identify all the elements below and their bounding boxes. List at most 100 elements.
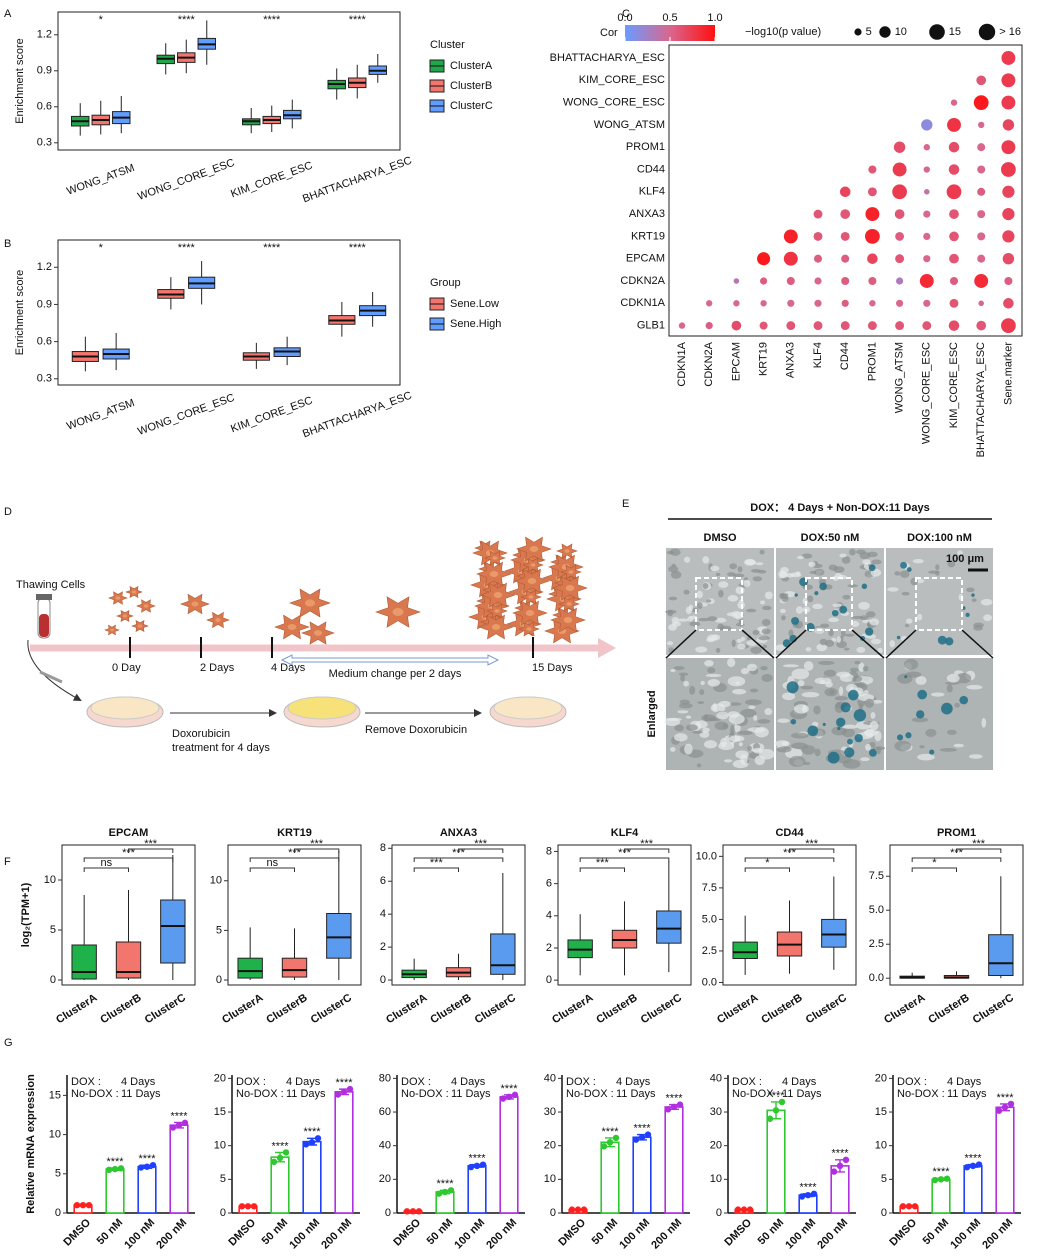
cell-texture	[973, 625, 983, 631]
bracket	[83, 857, 174, 862]
correlation-dot	[1003, 298, 1014, 309]
cell-texture	[791, 732, 809, 739]
cell-texture	[782, 692, 796, 701]
x-tick-label: 200 nM	[649, 1217, 684, 1252]
cell-texture	[764, 591, 773, 600]
x-tick-label: ClusterB	[264, 992, 309, 1026]
day-label: 4 Days	[271, 662, 306, 674]
legend-title: Cluster	[430, 39, 465, 51]
zoom-box	[915, 577, 963, 631]
condition-note: No-DOX :	[732, 1088, 780, 1100]
timeline-diagram	[27, 594, 616, 728]
cell-texture	[781, 615, 786, 621]
nucleus	[492, 556, 498, 560]
cell-texture	[813, 705, 821, 715]
correlation-dot	[813, 254, 823, 263]
cell-texture	[710, 565, 720, 572]
correlation-dot	[977, 232, 986, 241]
data-point	[905, 1203, 913, 1210]
data-point	[798, 1193, 806, 1200]
cell-texture	[780, 594, 789, 603]
cell-texture	[852, 675, 863, 683]
y-tick-label: 10	[544, 1173, 556, 1185]
cell-texture	[953, 743, 965, 748]
dish-medium	[90, 696, 160, 720]
nucleus	[314, 630, 322, 636]
y-tick-label: 0	[216, 974, 222, 986]
cell-texture	[803, 661, 814, 671]
condition-note: 4 Days	[121, 1076, 156, 1088]
correlation-dot	[705, 322, 713, 330]
cell-texture	[761, 618, 771, 626]
cell-texture	[801, 704, 808, 713]
data-point	[772, 1107, 780, 1114]
x-tick-label: WONG_ATSM	[65, 162, 136, 198]
y-tick-label: 0.9	[37, 65, 52, 77]
x-tick-label: ClusterA	[220, 992, 265, 1026]
data-point	[580, 1206, 588, 1213]
correlation-dot	[783, 229, 798, 244]
column-label: ANXA3	[785, 342, 797, 378]
cell-texture	[670, 668, 676, 673]
x-tick-label: 100 nM	[452, 1217, 487, 1252]
cell-texture	[750, 646, 762, 654]
cell-texture	[707, 667, 716, 674]
bracket	[579, 867, 625, 872]
medium-label: Medium change per 2 days	[329, 668, 462, 680]
cell-texture	[779, 571, 788, 579]
cell-texture	[801, 691, 820, 698]
stained-cell	[836, 717, 846, 727]
x-tick-label: ClusterB	[98, 992, 143, 1026]
condition-note: DOX :	[732, 1076, 762, 1088]
significance: ****	[436, 1178, 454, 1190]
cell-texture	[718, 741, 735, 751]
data-point	[137, 1164, 145, 1171]
nucleus	[305, 599, 315, 607]
cell-texture	[780, 608, 786, 614]
row-label: GLB1	[637, 320, 665, 332]
cell-texture	[665, 609, 677, 614]
box	[281, 957, 308, 978]
y-tick-label: 4	[546, 910, 552, 922]
dish-medium	[493, 696, 563, 720]
y-tick-label: 0.6	[37, 336, 52, 348]
data-point	[340, 1088, 348, 1096]
size-legend-label: 5	[866, 26, 872, 38]
x-tick-label: ClusterB	[926, 992, 971, 1026]
legend-label: ClusterC	[450, 100, 493, 112]
significance: ****	[665, 1093, 683, 1105]
significance: *	[99, 14, 104, 26]
cell-texture	[812, 603, 823, 610]
correlation-dot	[839, 186, 851, 198]
y-axis-label: Relative mRNA expression	[25, 1074, 37, 1214]
stained-cell	[791, 616, 800, 625]
cell-texture	[761, 628, 771, 635]
correlation-dot	[973, 95, 989, 110]
correlation-dot	[783, 251, 798, 266]
cell-texture	[707, 616, 718, 622]
condition-note: 11 Days	[286, 1088, 326, 1100]
bracket	[624, 848, 670, 853]
row-label: CDKN1A	[620, 297, 665, 309]
cell-texture	[670, 746, 676, 752]
legend-label: ClusterB	[450, 80, 492, 92]
cell-texture	[966, 684, 983, 690]
y-tick-label: 6	[380, 875, 386, 887]
cell-texture	[747, 745, 752, 751]
significance: ****	[335, 1077, 353, 1089]
stained-cell	[822, 722, 826, 727]
significance: ****	[767, 1090, 785, 1102]
cell-texture	[774, 740, 790, 747]
nucleus	[565, 584, 575, 592]
cell-texture	[736, 730, 754, 736]
cell-texture	[947, 729, 957, 735]
cell-texture	[854, 660, 861, 665]
stained-cell	[916, 710, 925, 719]
colorbar-title: Cor	[600, 27, 618, 39]
y-tick-label: 20	[379, 1173, 391, 1185]
significance: ****	[178, 242, 196, 254]
correlation-dot	[896, 299, 904, 307]
y-tick-label: 7.5	[869, 870, 884, 882]
condition-note: 11 Days	[451, 1088, 491, 1100]
x-tick-label: DMSO	[887, 1216, 919, 1248]
